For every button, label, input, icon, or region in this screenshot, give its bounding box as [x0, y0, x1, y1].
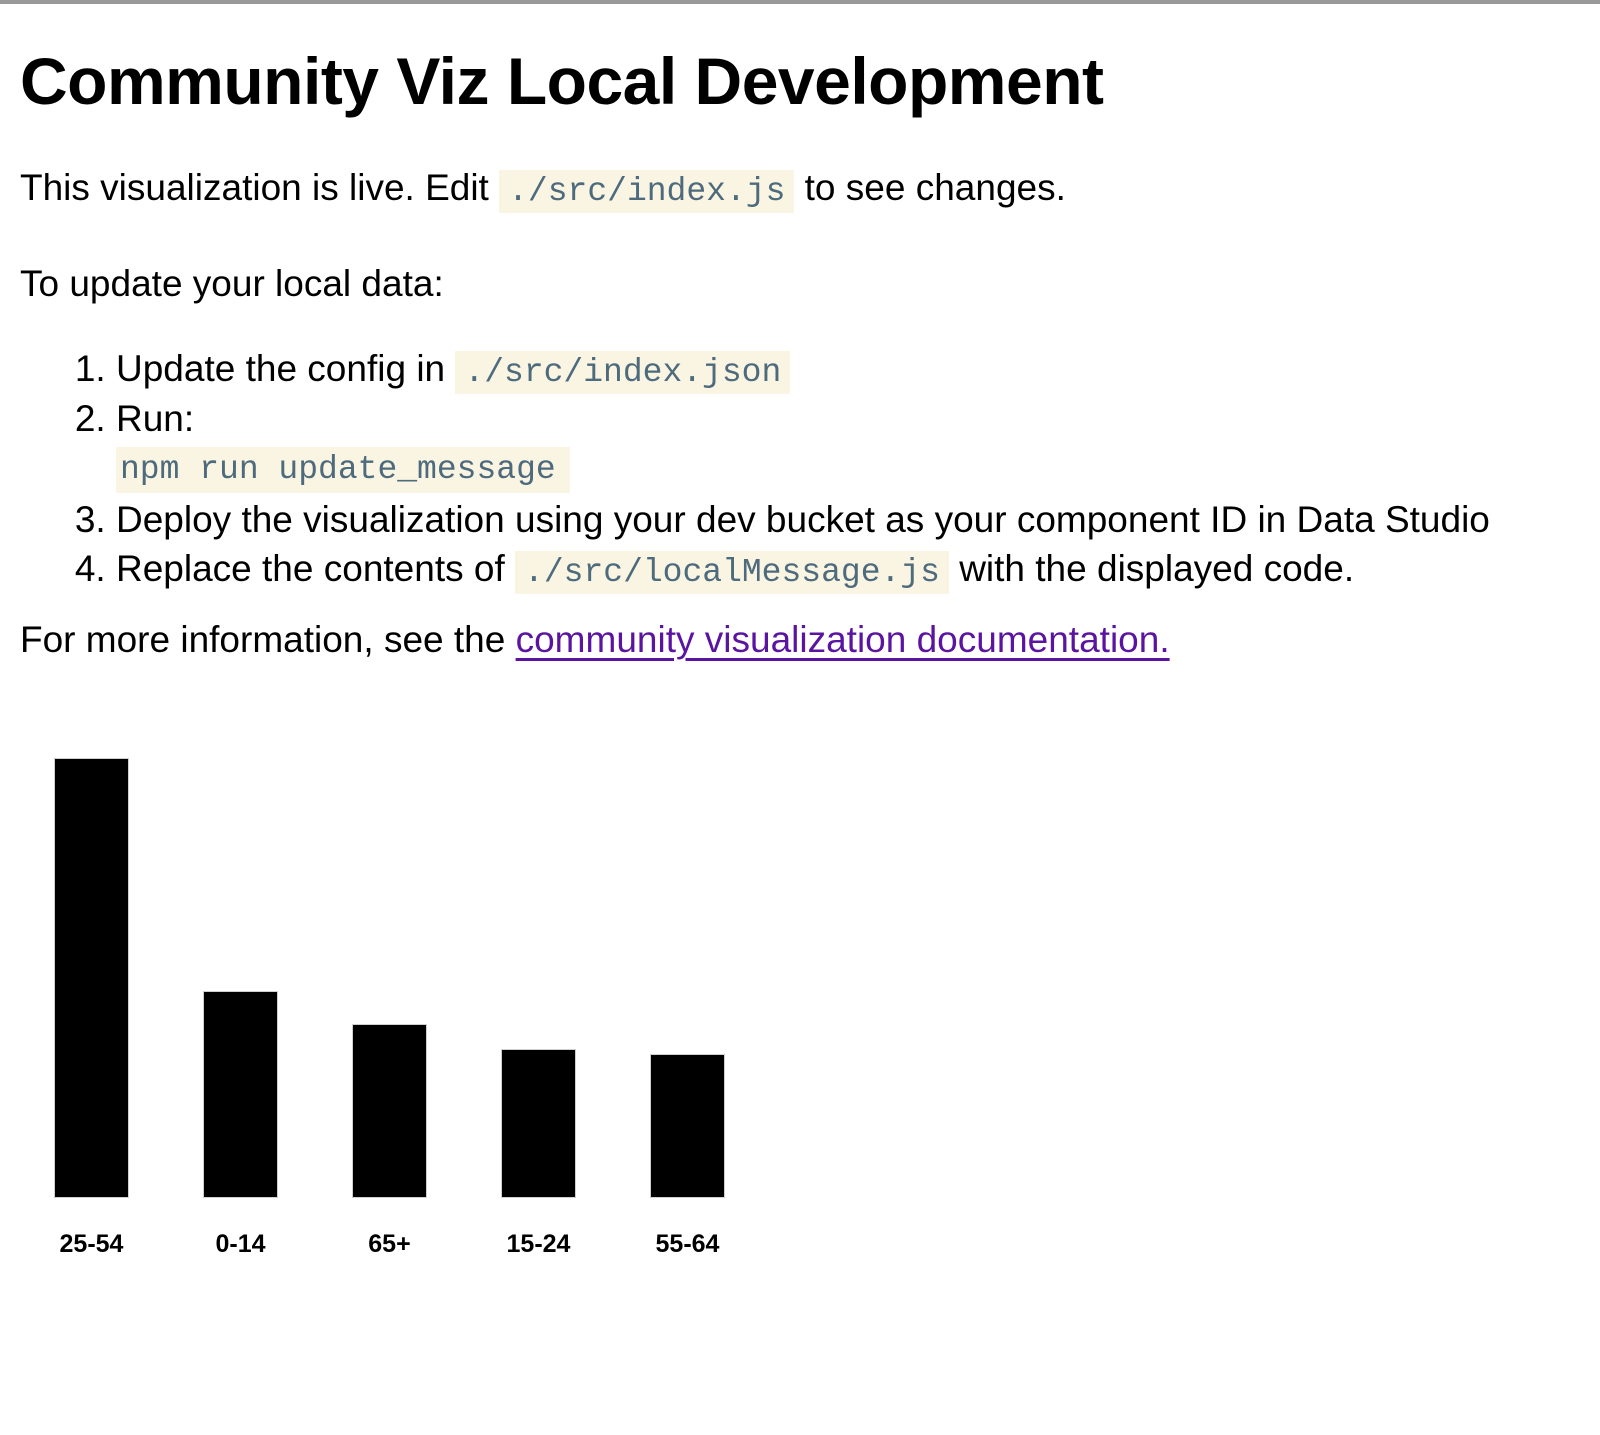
update-data-heading: To update your local data: [20, 262, 444, 304]
bar [650, 1054, 725, 1199]
bar-track [650, 758, 725, 1199]
intro-paragraph: This visualization is live. Edit ./src/i… [20, 166, 1576, 213]
bar-label: 0-14 [215, 1230, 266, 1259]
bar-chart-bars: 25-54 0-14 65+ 15-24 55-64 [54, 758, 1576, 1259]
inline-code-index-json: ./src/index.json [455, 350, 791, 394]
bar-label: 65+ [368, 1230, 411, 1259]
bar [54, 758, 129, 1199]
inline-code-index-js: ./src/index.js [499, 169, 795, 213]
npm-command: npm run update_message [116, 446, 570, 494]
bar-track [352, 758, 427, 1199]
bar-track [203, 758, 278, 1199]
bar [352, 1024, 427, 1199]
step-4-text-before: Replace the contents of [116, 547, 516, 589]
bar-label: 25-54 [59, 1230, 124, 1259]
step-deploy: Deploy the visualization using your dev … [116, 498, 1576, 541]
steps-list: Update the config in ./src/index.json Ru… [20, 347, 1576, 594]
intro-text-after: to see changes. [794, 166, 1066, 208]
more-info-paragraph: For more information, see the community … [20, 618, 1576, 661]
bar [501, 1049, 576, 1199]
step-replace-contents: Replace the contents of ./src/localMessa… [116, 547, 1576, 594]
page-title: Community Viz Local Development [20, 44, 1104, 118]
bar [203, 991, 278, 1199]
bar-column: 55-64 [650, 758, 725, 1259]
bar-column: 0-14 [203, 758, 278, 1259]
step-run-command: Run: npm run update_message [116, 397, 1576, 494]
bar-column: 25-54 [54, 758, 129, 1259]
bar-column: 65+ [352, 758, 427, 1259]
bar-track [501, 758, 576, 1199]
documentation-link[interactable]: community visualization documentation. [515, 619, 1170, 661]
bar-label: 55-64 [655, 1230, 720, 1259]
more-info-text: For more information, see the [20, 619, 516, 661]
top-divider [0, 0, 1600, 4]
bar-chart: 25-54 0-14 65+ 15-24 55-64 [54, 758, 1576, 1259]
bar-label: 15-24 [506, 1230, 571, 1259]
step-update-config: Update the config in ./src/index.json [116, 347, 1576, 394]
page-content: Community Viz Local Development This vis… [0, 44, 1600, 1260]
bar-column: 15-24 [501, 758, 576, 1259]
command-code-block: npm run update_message [116, 446, 1576, 494]
intro-text-before: This visualization is live. Edit [20, 166, 500, 208]
inline-code-local-message-js: ./src/localMessage.js [515, 550, 949, 594]
step-2-label: Run: [116, 398, 195, 440]
step-1-text: Update the config in [116, 347, 456, 389]
bar-track [54, 758, 129, 1199]
step-4-text-after: with the displayed code. [948, 547, 1355, 589]
